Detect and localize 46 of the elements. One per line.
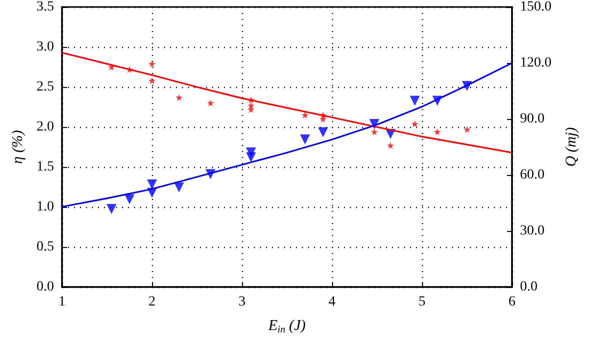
point [410,96,420,106]
y2-tick-label: 60.0 [520,168,544,182]
point [248,106,254,113]
point [106,204,116,214]
x-tick-label: 6 [508,294,516,310]
x-tick-label: 3 [238,294,246,310]
point [108,64,115,70]
point [246,152,256,162]
point [302,112,308,118]
y2-tick-label: 0.0 [520,280,538,294]
y-tick-label: 3.0 [36,40,54,54]
point [148,77,156,84]
point [370,128,378,136]
y-tick-label: 2.5 [36,80,54,94]
point [387,142,394,149]
y2-tick-label: 90.0 [520,112,544,126]
point [411,120,418,128]
line-series [61,52,513,154]
x-tick-label: 4 [328,294,336,310]
y-tick-label: 0.0 [36,280,54,294]
y-tick-label: 2.0 [36,120,54,134]
y-tick-label: 3.5 [36,0,54,14]
point [248,102,254,109]
point [176,94,182,101]
y2-tick-label: 150.0 [520,0,552,14]
point [148,60,156,68]
point [300,134,310,144]
point [318,127,328,138]
point [434,128,441,136]
y-axis-title: η (%) [10,130,26,164]
point [207,100,214,106]
line-series [61,62,513,208]
y-tick-label: 0.5 [36,240,54,254]
x-tick-label: 2 [148,294,156,310]
y2-tick-label: 120.0 [520,56,552,70]
point [147,179,157,190]
x-tick-label: 5 [418,294,426,310]
point [464,126,470,133]
point [320,116,326,122]
x-tick-label: 1 [58,294,66,310]
point [174,182,184,192]
y2-tick-label: 30.0 [520,224,544,238]
y2-axis-title: Q (mj) [564,127,580,167]
point [124,194,134,204]
y-tick-label: 1.5 [36,160,54,174]
y-tick-label: 1.0 [36,200,54,214]
